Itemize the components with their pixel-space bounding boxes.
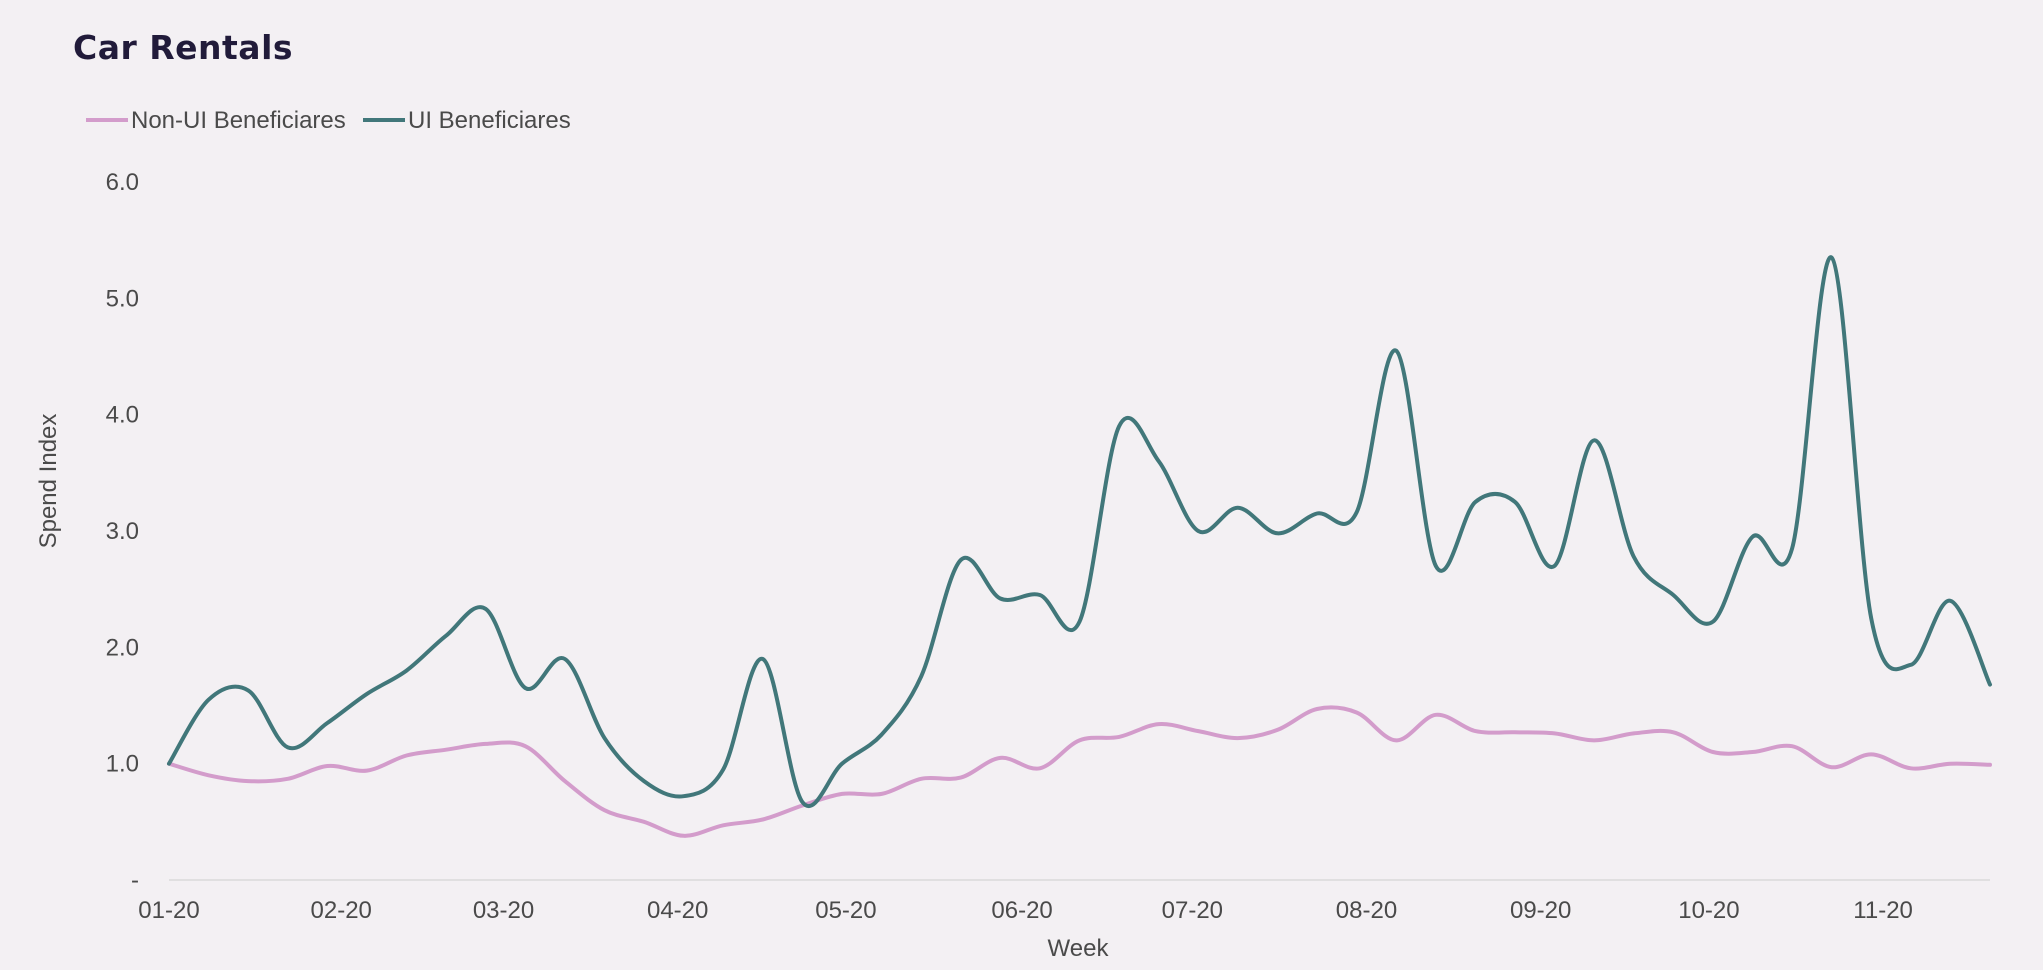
legend-item-ui-beneficiares: UI Beneficiares [363,107,571,134]
legend-item-non-ui-beneficiares: Non-UI Beneficiares [86,107,346,134]
x-tick-label: 11-20 [1853,897,1913,924]
x-axis-title: Week [1048,935,1110,962]
y-tick-label: - [131,867,139,894]
x-tick-label: 05-20 [815,897,876,924]
x-tick-label: 10-20 [1678,897,1739,924]
x-tick-label: 02-20 [311,897,372,924]
series-lines [167,255,1992,838]
x-axis-ticks: 01-20 02-20 03-20 04-20 05-20 06-20 07-20 08-20… [138,897,1913,924]
y-tick-label: 4.0 [106,402,139,429]
legend-label: UI Beneficiares [408,107,571,134]
x-tick-label: 06-20 [991,897,1052,924]
x-tick-label: 04-20 [647,897,708,924]
y-axis-ticks: - 1.0 2.0 3.0 4.0 5.0 6.0 [106,169,139,894]
y-tick-label: 6.0 [106,169,139,196]
y-axis-title: Spend Index [35,414,62,549]
x-tick-label: 01-20 [138,897,199,924]
x-tick-label: 03-20 [473,897,534,924]
y-tick-label: 5.0 [106,285,139,312]
y-tick-label: 3.0 [106,518,139,545]
chart-title: Car Rentals [73,28,294,67]
series-line-non-ui-beneficiares [167,705,1992,838]
legend: Non-UI Beneficiares UI Beneficiares [86,107,571,134]
legend-label: Non-UI Beneficiares [131,107,346,134]
y-tick-label: 2.0 [106,634,139,661]
y-tick-label: 1.0 [106,751,139,778]
x-tick-label: 09-20 [1510,897,1571,924]
x-tick-label: 07-20 [1162,897,1223,924]
series-line-ui-beneficiares [167,255,1992,808]
x-tick-label: 08-20 [1336,897,1397,924]
